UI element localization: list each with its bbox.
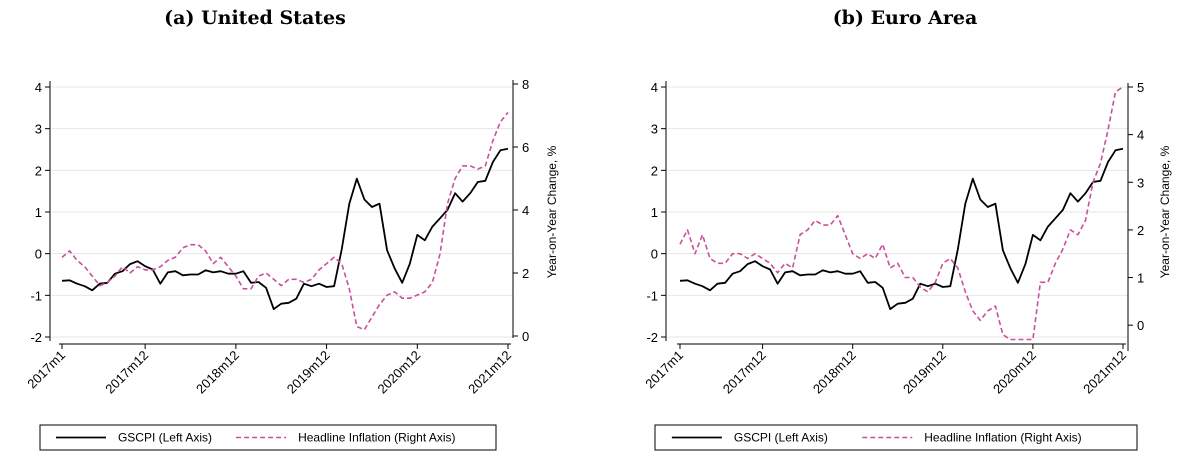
left-tick-label: 3 bbox=[35, 122, 42, 137]
x-tick-label: 2021m12 bbox=[1080, 348, 1129, 397]
chart-title: (a) United States bbox=[164, 7, 346, 29]
right-tick-label: 4 bbox=[522, 203, 529, 218]
left-tick-label: 4 bbox=[35, 80, 42, 95]
legend-label-inflation: Headline Inflation (Right Axis) bbox=[924, 431, 1081, 445]
x-tick-label: 2019m12 bbox=[284, 348, 333, 397]
right-tick-label: 1 bbox=[1137, 271, 1144, 286]
right-axis-label: Year-on-Year Change, % bbox=[1158, 145, 1172, 278]
x-tick-label: 2018m12 bbox=[810, 348, 859, 397]
legend: GSCPI (Left Axis) Headline Inflation (Rig… bbox=[39, 424, 497, 451]
left-tick-label: -1 bbox=[30, 288, 42, 303]
chart-panel-2: (b) Euro Area -2 -1 0 1 2 3 4 0 1 2 3 4 5 Year-on-Year… bbox=[642, 7, 1172, 451]
left-tick-label: -1 bbox=[646, 288, 658, 303]
right-tick-label: 4 bbox=[1137, 128, 1144, 143]
gscpi-line bbox=[61, 147, 509, 311]
right-tick-label: 0 bbox=[522, 329, 529, 344]
left-tick-label: 0 bbox=[35, 247, 42, 262]
x-tick-label: 2017m1 bbox=[24, 348, 68, 392]
right-axis-label: Year-on-Year Change, % bbox=[545, 145, 559, 278]
right-tick-label: 8 bbox=[522, 77, 529, 92]
right-tick-label: 2 bbox=[1137, 223, 1144, 238]
left-tick-label: -2 bbox=[646, 330, 658, 345]
legend-label-inflation: Headline Inflation (Right Axis) bbox=[298, 431, 455, 445]
chart-title: (b) Euro Area bbox=[833, 7, 978, 29]
left-tick-label: -2 bbox=[30, 330, 42, 345]
x-tick-label: 2020m12 bbox=[990, 348, 1039, 397]
right-tick-label: 6 bbox=[522, 140, 529, 155]
x-tick-label: 2017m1 bbox=[642, 348, 686, 392]
right-tick-label: 5 bbox=[1137, 80, 1144, 95]
legend: GSCPI (Left Axis) Headline Inflation (Rig… bbox=[654, 424, 1138, 451]
x-tick-label: 2017m12 bbox=[720, 348, 769, 397]
x-tick-label: 2021m12 bbox=[465, 348, 514, 397]
left-tick-label: 1 bbox=[651, 205, 658, 220]
legend-label-gscpi: GSCPI (Left Axis) bbox=[118, 431, 212, 445]
x-tick-label: 2019m12 bbox=[900, 348, 949, 397]
right-tick-label: 0 bbox=[1137, 318, 1144, 333]
right-tick-label: 2 bbox=[522, 266, 529, 281]
left-tick-label: 0 bbox=[651, 247, 658, 262]
right-tick-label: 3 bbox=[1137, 175, 1144, 190]
x-tick-label: 2020m12 bbox=[374, 348, 423, 397]
left-tick-label: 2 bbox=[651, 163, 658, 178]
left-tick-label: 3 bbox=[651, 122, 658, 137]
legend-label-gscpi: GSCPI (Left Axis) bbox=[734, 431, 828, 445]
legend-box bbox=[39, 424, 497, 451]
inflation-line bbox=[61, 111, 509, 331]
chart-panel-1: (a) United States -2 -1 0 1 2 3 4 0 2 4 6 8 Year-on-Y… bbox=[24, 7, 559, 451]
x-tick-label: 2017m12 bbox=[102, 348, 151, 397]
inflation-line bbox=[679, 86, 1124, 341]
left-tick-label: 4 bbox=[651, 80, 658, 95]
left-tick-label: 2 bbox=[35, 163, 42, 178]
gscpi-line bbox=[679, 147, 1124, 311]
x-tick-label: 2018m12 bbox=[193, 348, 242, 397]
left-tick-label: 1 bbox=[35, 205, 42, 220]
